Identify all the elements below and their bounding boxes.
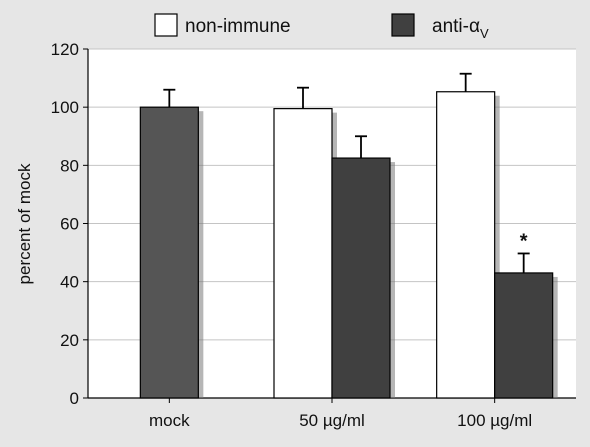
legend: non-immune anti-αV: [154, 13, 489, 41]
y-tick-label: 40: [60, 273, 79, 292]
bars: [139, 72, 558, 399]
y-tick-label: 80: [60, 156, 79, 175]
x-tick-label: mock: [149, 411, 190, 430]
bar: [494, 272, 554, 399]
legend-swatch-anti-alpha-v: [391, 13, 415, 37]
y-axis-title: percent of mock: [15, 163, 34, 284]
y-tick-label: 60: [60, 215, 79, 234]
y-tick-label: 100: [51, 98, 79, 117]
y-tick-label: 20: [60, 331, 79, 350]
x-tick-label: 50 µg/ml: [299, 411, 365, 430]
x-tick-label: 100 µg/ml: [457, 411, 532, 430]
bar: [331, 157, 391, 399]
bar: [436, 91, 496, 399]
y-tick-label: 0: [70, 389, 79, 408]
bar: [273, 108, 333, 399]
labels: 0 20 40 60 80 100 120 mock 50 µg/ml 100 µg/ml *: [51, 40, 533, 430]
legend-label-anti-alpha-v: anti-αV: [432, 16, 489, 41]
significance-annotation: *: [520, 230, 528, 252]
bar: [139, 106, 199, 399]
legend-swatch-non-immune: [154, 13, 178, 37]
legend-label-non-immune: non-immune: [185, 16, 291, 37]
y-tick-label: 120: [51, 40, 79, 59]
